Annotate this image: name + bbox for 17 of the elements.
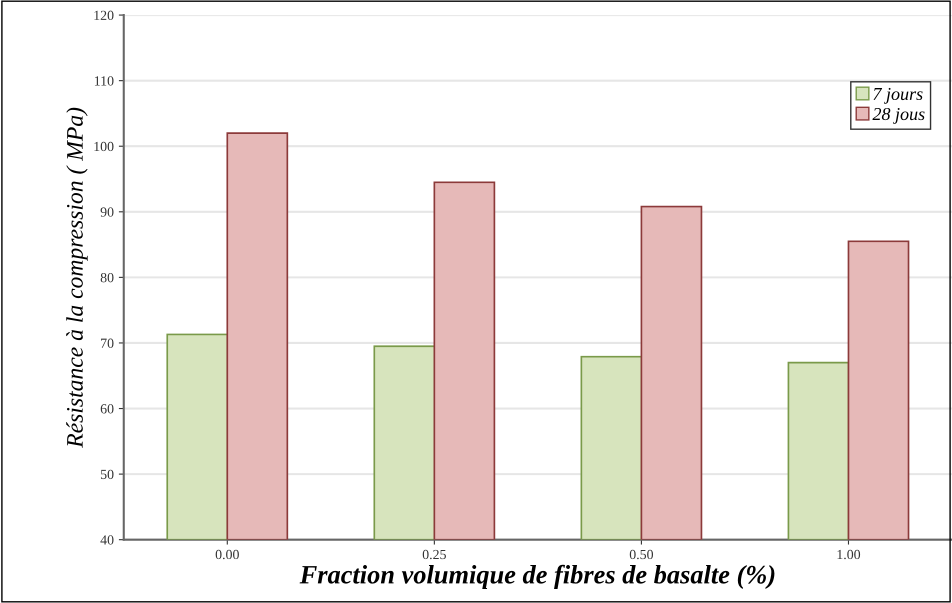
y-axis-title: Résistance à la compression ( MPa) — [66, 108, 88, 448]
y-tick-label: 80 — [100, 272, 114, 282]
x-tick-label: 0.25 — [422, 550, 446, 560]
y-tick-label: 100 — [94, 142, 114, 152]
y-tick-label: 40 — [100, 535, 114, 545]
x-tick-label: 0.00 — [216, 550, 239, 560]
legend-label: 7 jours — [874, 88, 923, 104]
y-tick-label: 70 — [101, 338, 114, 348]
x-tick-label: 0.50 — [630, 550, 654, 560]
x-tick-label: 1.00 — [838, 550, 860, 560]
y-tick-label: 90 — [100, 207, 114, 217]
y-tick-label: 50 — [100, 470, 114, 480]
y-tick-label: 110 — [94, 76, 114, 86]
legend-label: 28 jous — [872, 108, 925, 124]
y-tick-label: 60 — [100, 404, 114, 414]
y-tick-label: 120 — [94, 10, 114, 20]
x-axis-title: Fraction volumique de fibres de basalte (%) — [300, 564, 774, 589]
